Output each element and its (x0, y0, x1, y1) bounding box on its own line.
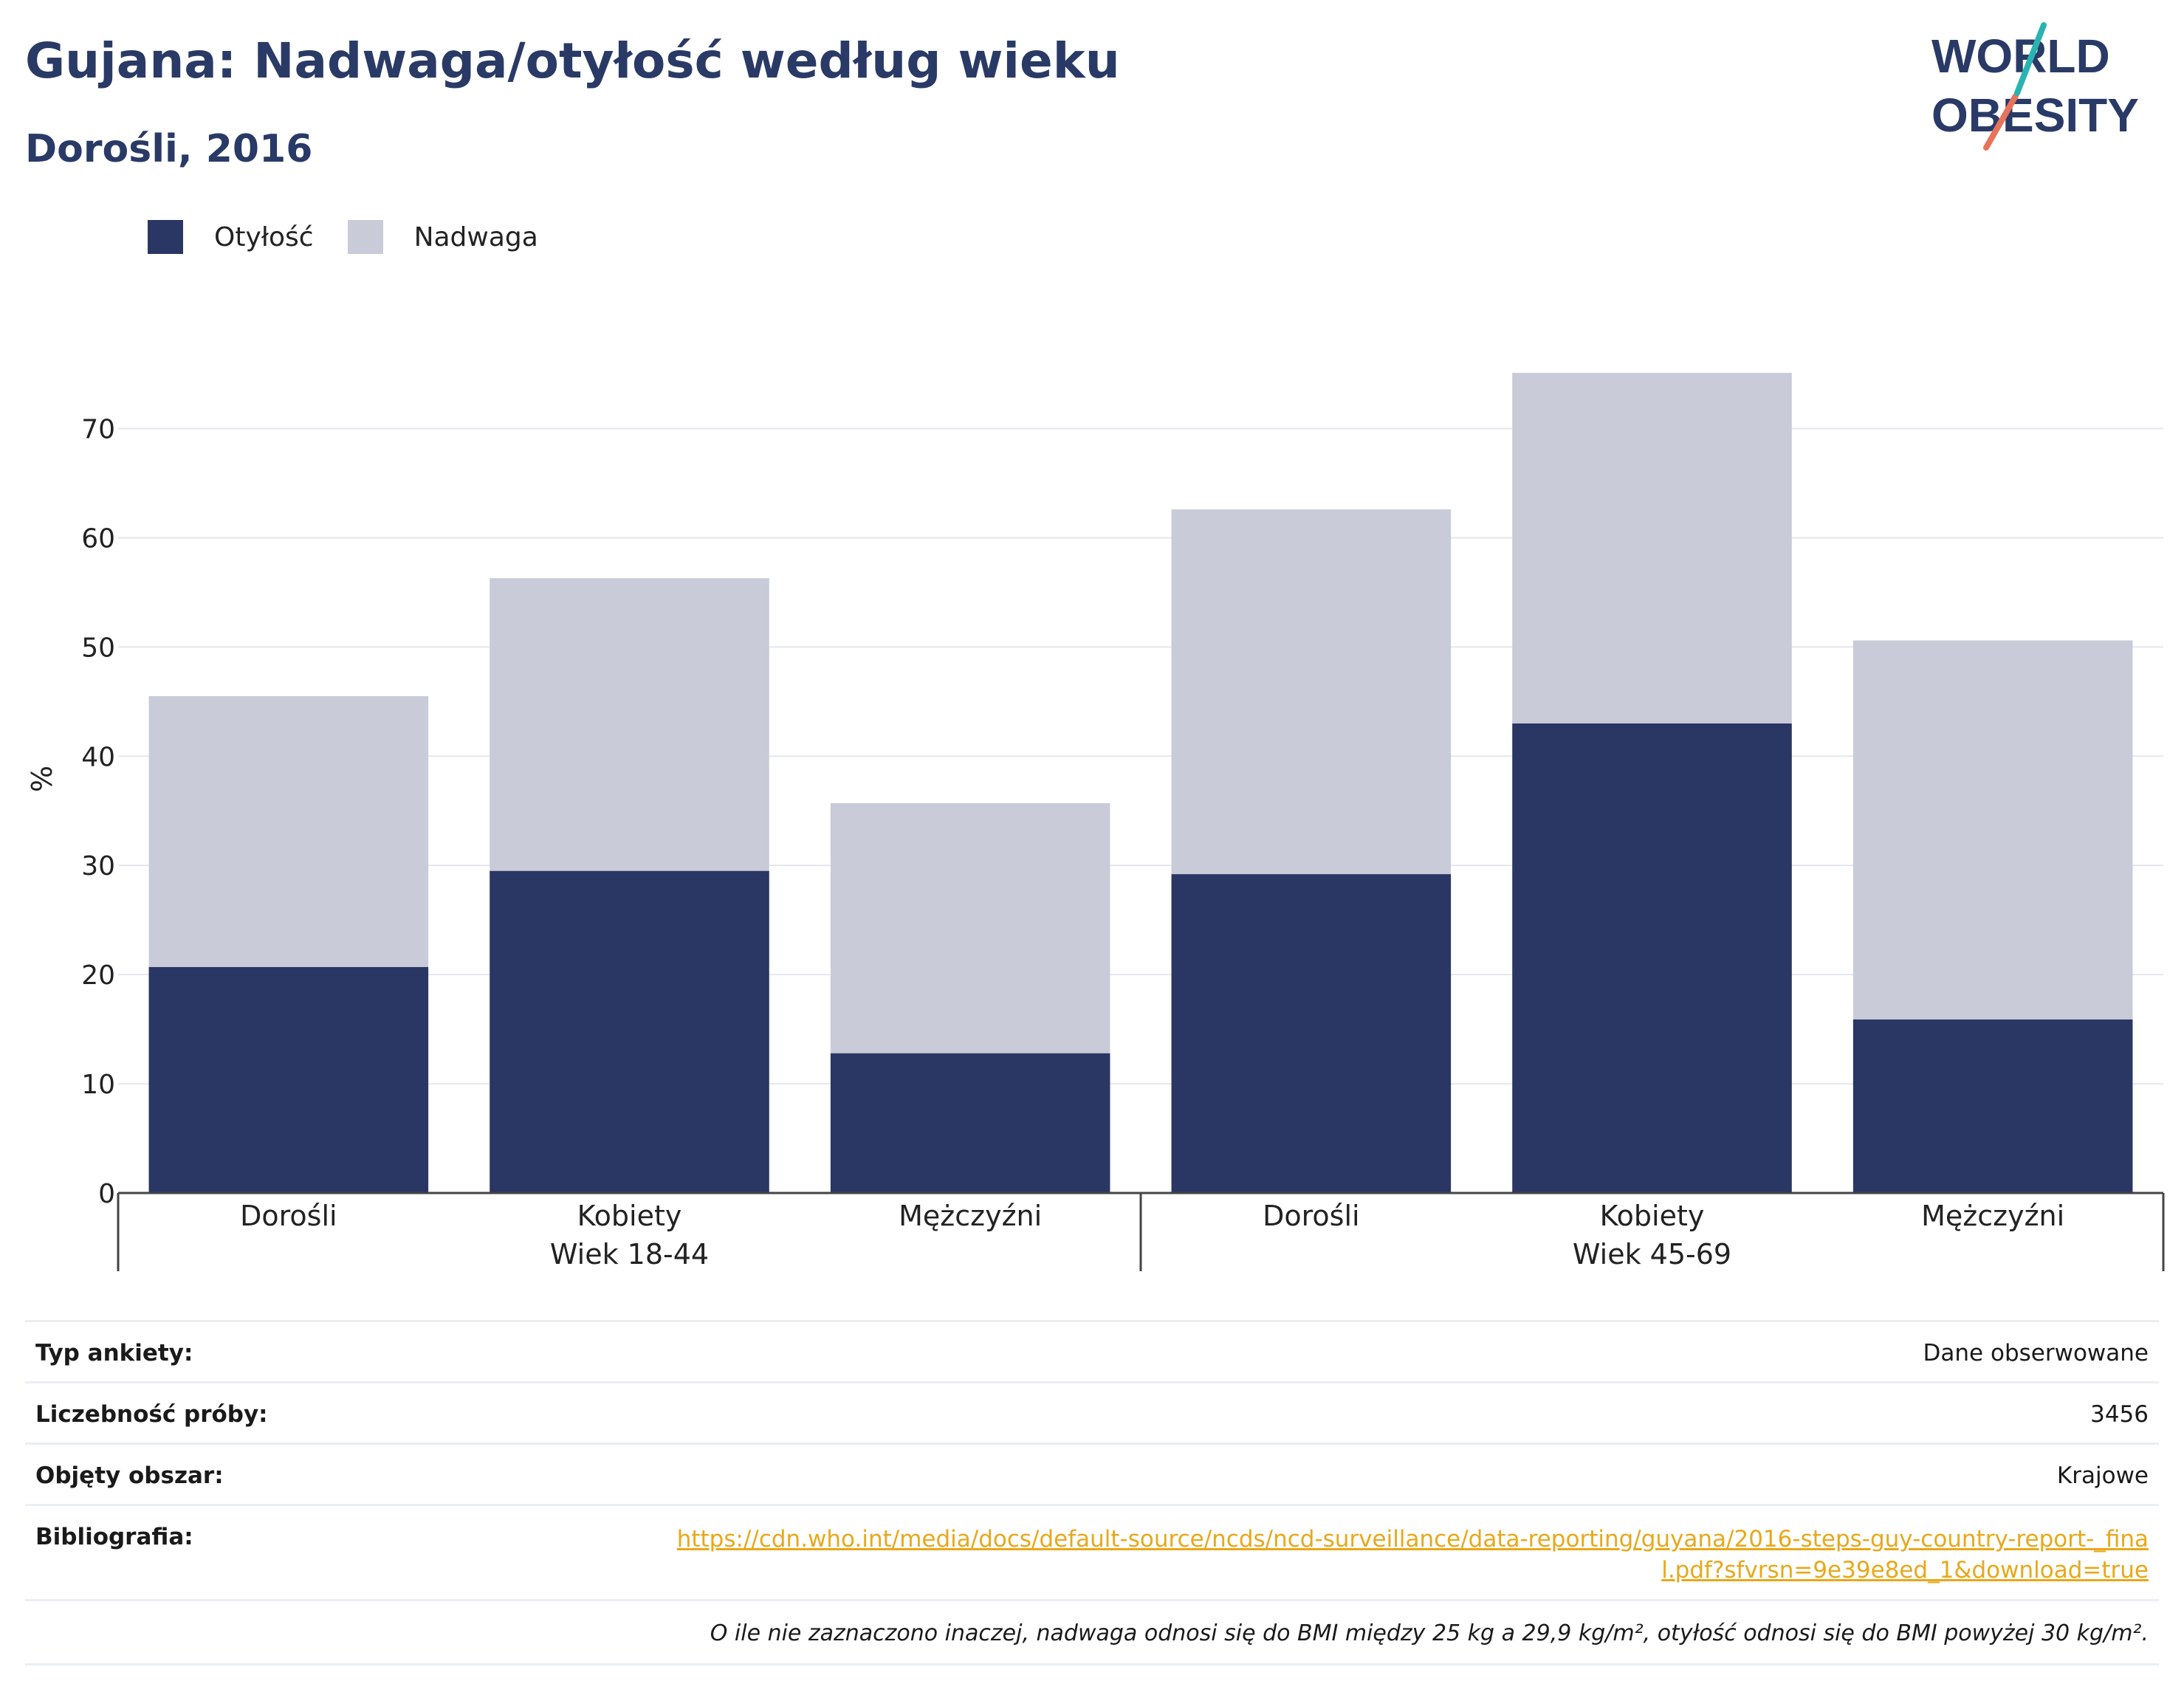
world-obesity-logo: WORLD OBESITY (1931, 22, 2139, 151)
x-tick-label: Kobiety (577, 1200, 682, 1232)
bar-overweight (490, 578, 769, 871)
bar-obesity (830, 1053, 1110, 1193)
y-tick-label: 60 (81, 523, 115, 554)
y-tick-label: 70 (81, 415, 115, 445)
info-row-bibliography: Bibliografia: https://cdn.who.int/media/… (25, 1504, 2159, 1599)
bar-overweight (1512, 373, 1792, 723)
page-title: Gujana: Nadwaga/otyłość według wieku (25, 32, 1120, 89)
bar-overweight (830, 802, 1110, 1053)
bar-obesity (148, 966, 429, 1193)
legend-label-overweight: Nadwaga (413, 221, 538, 252)
legend-label-obesity: Otyłość (214, 221, 314, 252)
survey-type-value: Dane obserwowane (1923, 1340, 2149, 1366)
sample-size-label: Liczebność próby: (35, 1401, 268, 1428)
definition-note: O ile nie zaznaczono inaczej, nadwaga od… (25, 1599, 2159, 1665)
legend-swatch-overweight (347, 220, 383, 254)
x-tick-label: Mężczyźni (899, 1200, 1042, 1232)
info-row-area: Objęty obszar: Krajowe (25, 1443, 2159, 1504)
x-tick-label: Dorośli (1263, 1200, 1359, 1232)
bar-overweight (148, 695, 429, 967)
y-tick-label: 0 (98, 1179, 115, 1209)
bibliography-link[interactable]: https://cdn.who.int/media/docs/default-s… (676, 1526, 2149, 1584)
bar-obesity (1852, 1019, 2133, 1193)
group-label: Wiek 45-69 (1573, 1238, 1731, 1271)
stacked-bar-chart: 0 10 20 30 40 50 60 70% Dorośli Kobiety Mężczyźni D… (26, 373, 2165, 1271)
info-row-sample-size: Liczebność próby: 3456 (25, 1381, 2159, 1443)
area-value: Krajowe (2056, 1462, 2149, 1489)
y-tick-label: 50 (81, 633, 115, 663)
group-label: Wiek 18-44 (550, 1238, 709, 1271)
info-row-survey-type: Typ ankiety: Dane obserwowane (25, 1320, 2159, 1381)
bar-obesity (490, 870, 769, 1193)
logo-line2: OBESITY (1931, 89, 2139, 142)
bar-overweight (1171, 509, 1452, 875)
legend-swatch-obesity (148, 220, 183, 254)
chart-legend: Otyłość Nadwaga (148, 220, 572, 254)
logo-line1: WORLD (1931, 30, 2110, 83)
survey-info-table: Typ ankiety: Dane obserwowane Liczebność… (25, 1320, 2159, 1665)
y-axis-label: % (26, 766, 58, 792)
area-label: Objęty obszar: (35, 1462, 224, 1489)
bar-overweight (1852, 640, 2133, 1020)
legend-item-overweight[interactable]: Nadwaga (347, 220, 538, 254)
x-tick-label: Mężczyźni (1921, 1200, 2064, 1232)
survey-type-label: Typ ankiety: (35, 1340, 193, 1366)
x-tick-label: Kobiety (1600, 1200, 1705, 1232)
logo-slash-teal (2014, 22, 2047, 96)
x-tick-label: Dorośli (240, 1200, 337, 1232)
y-tick-label: 30 (81, 851, 115, 881)
bar-obesity (1512, 723, 1792, 1193)
y-tick-label: 20 (81, 960, 115, 991)
sample-size-value: 3456 (2090, 1401, 2149, 1428)
y-tick-label: 10 (81, 1070, 115, 1100)
bar-obesity (1171, 874, 1452, 1193)
page-subtitle: Dorośli, 2016 (25, 127, 313, 171)
logo-slash-coral (1983, 93, 2019, 151)
y-tick-label: 40 (81, 742, 115, 772)
legend-item-obesity[interactable]: Otyłość (148, 220, 314, 254)
bibliography-label: Bibliografia: (35, 1524, 193, 1550)
